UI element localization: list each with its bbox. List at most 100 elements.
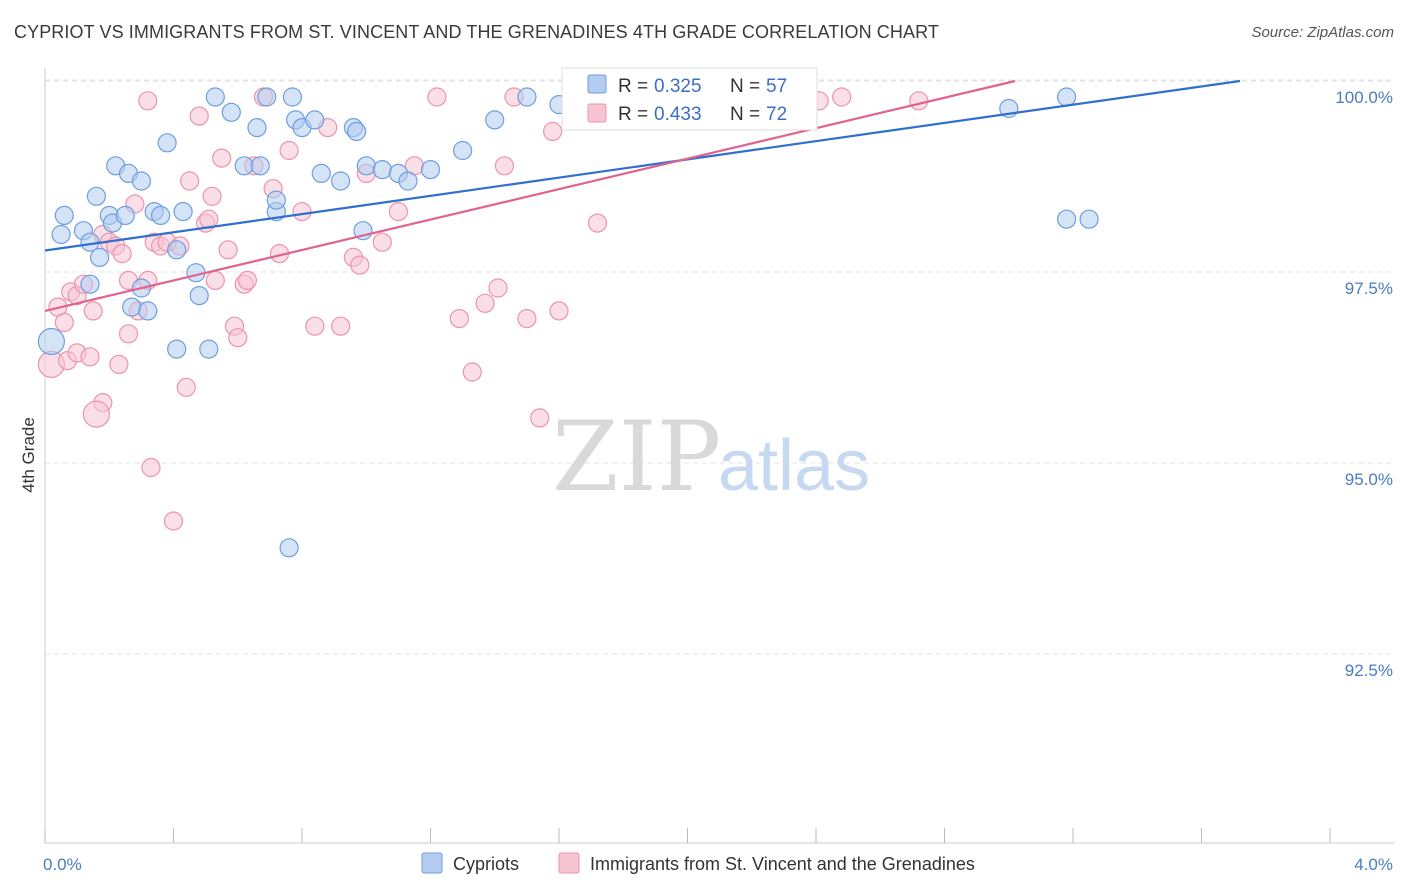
cypriots-point-36 <box>305 110 325 130</box>
legend-r-label-immigrants: R = <box>618 104 648 125</box>
immigrants-point-32 <box>205 270 225 290</box>
immigrants-point-61 <box>517 309 537 329</box>
immigrants-point-34 <box>218 240 238 260</box>
series-pink-points <box>37 87 929 531</box>
immigrants-point-64 <box>549 301 569 321</box>
immigrants-point-59 <box>494 156 514 176</box>
watermark-zip: ZIP <box>552 401 721 513</box>
immigrants-point-43 <box>279 140 299 161</box>
cypriots-point-16 <box>167 240 187 260</box>
immigrants-point-68 <box>138 91 158 111</box>
legend-r-label-cypriots: R = <box>618 76 648 97</box>
x-tick-label-0: 0.0% <box>43 855 82 874</box>
immigrants-trend-line <box>44 79 1016 312</box>
immigrants-point-58 <box>488 278 508 298</box>
legend-swatch-immigrants <box>587 103 607 123</box>
y-tick-label-2: 97.5% <box>1345 279 1393 298</box>
immigrants-point-71 <box>909 91 929 111</box>
cypriots-point-40 <box>347 121 367 141</box>
immigrants-point-27 <box>180 171 200 191</box>
immigrants-point-15 <box>112 244 132 264</box>
y-tick-labels: 92.5% 95.0% 97.5% 100.0% <box>1335 88 1393 680</box>
cypriots-point-12 <box>131 171 151 191</box>
immigrants-point-28 <box>189 106 209 126</box>
immigrants-point-38 <box>237 270 257 290</box>
immigrants-point-19 <box>118 324 139 344</box>
y-tick-label-1: 95.0% <box>1345 470 1393 489</box>
immigrants-point-8 <box>80 347 100 367</box>
x-tick-label-1: 4.0% <box>1354 855 1393 874</box>
immigrants-point-18 <box>109 354 129 374</box>
immigrants-point-44 <box>292 202 312 222</box>
x-tick-labels: 0.0% 4.0% <box>43 855 1393 874</box>
legend-n-label-immigrants: N = <box>730 104 760 125</box>
immigrants-point-63 <box>542 121 563 141</box>
immigrants-point-52 <box>388 202 408 222</box>
cypriots-point-6 <box>89 247 110 267</box>
legend-n-value-cypriots: 57 <box>766 76 787 97</box>
watermark-atlas: atlas <box>718 426 870 506</box>
immigrants-point-49 <box>350 255 370 275</box>
cypriots-point-27 <box>247 117 267 138</box>
bottom-legend: Cypriots Immigrants from St. Vincent and… <box>421 852 975 874</box>
y-axis-label: 4th Grade <box>19 417 38 493</box>
immigrants-point-55 <box>449 309 469 329</box>
axes <box>44 68 1395 844</box>
trend-lines <box>44 79 1241 312</box>
cypriots-point-48 <box>485 110 505 130</box>
immigrants-point-36 <box>228 328 248 348</box>
immigrants-point-9 <box>83 301 103 321</box>
cypriots-point-24 <box>167 339 187 359</box>
immigrants-point-57 <box>475 293 495 313</box>
immigrants-point-65 <box>587 213 608 233</box>
immigrants-point-31 <box>202 186 222 206</box>
immigrants-point-62 <box>530 408 550 428</box>
legend-n-label-cypriots: N = <box>730 76 760 97</box>
bottom-legend-swatch-immigrants <box>558 852 580 874</box>
cypriots-point-7 <box>80 274 100 294</box>
cypriots-point-45 <box>398 171 418 191</box>
legend-r-value-immigrants: 0.433 <box>654 104 702 125</box>
y-tick-label-0: 92.5% <box>1345 661 1393 680</box>
immigrants-point-66 <box>141 457 161 478</box>
cypriots-point-42 <box>356 156 376 176</box>
cypriots-point-9 <box>115 205 135 225</box>
cypriots-point-38 <box>331 171 351 191</box>
legend-swatch-cypriots <box>587 74 607 94</box>
bottom-legend-label-immigrants: Immigrants from St. Vincent and the Gren… <box>590 854 975 874</box>
cypriots-point-25 <box>205 87 225 107</box>
immigrants-point-26 <box>176 377 196 397</box>
cypriots-point-53 <box>1056 87 1077 107</box>
cypriots-point-49 <box>517 87 537 107</box>
cypriots-trend-line <box>44 79 1241 252</box>
cypriots-point-46 <box>420 160 441 180</box>
immigrants-point-2 <box>54 312 74 332</box>
cypriots-point-31 <box>250 156 270 176</box>
cypriots-point-30 <box>234 156 254 176</box>
cypriots-point-54 <box>1056 209 1077 229</box>
cypriots-point-37 <box>311 163 331 183</box>
immigrants-point-33 <box>212 148 232 168</box>
immigrants-point-11 <box>82 400 111 428</box>
cypriots-point-3 <box>86 186 107 206</box>
cypriots-point-51 <box>279 538 299 558</box>
cypriots-point-43 <box>372 160 392 180</box>
cypriots-point-56 <box>37 327 66 356</box>
cypriots-point-21 <box>138 301 158 321</box>
cypriots-point-20 <box>122 297 142 317</box>
immigrants-point-51 <box>372 232 392 252</box>
chart-title: CYPRIOT VS IMMIGRANTS FROM ST. VINCENT A… <box>14 22 939 42</box>
cypriots-point-0 <box>54 205 74 225</box>
bottom-legend-swatch-cypriots <box>421 852 443 874</box>
immigrants-point-45 <box>305 316 325 336</box>
cypriots-point-23 <box>199 339 219 359</box>
cypriots-point-28 <box>257 87 277 107</box>
cypriots-point-33 <box>266 190 286 210</box>
cypriots-point-26 <box>221 102 241 122</box>
cypriots-point-47 <box>453 140 473 161</box>
immigrants-point-67 <box>163 511 184 531</box>
cypriots-point-14 <box>151 205 171 225</box>
immigrants-point-70 <box>832 87 852 107</box>
cypriots-point-15 <box>157 133 177 153</box>
